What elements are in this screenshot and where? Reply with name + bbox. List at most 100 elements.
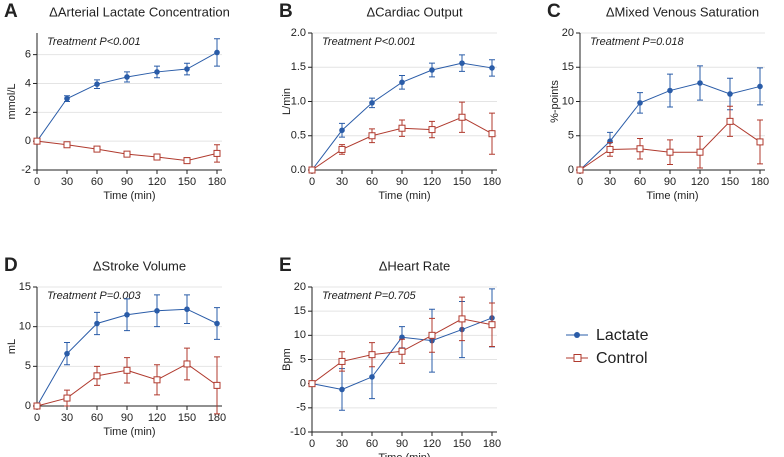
point — [123, 150, 131, 158]
x-axis-label: Time (min) — [646, 190, 698, 202]
point — [183, 157, 191, 165]
point — [458, 113, 466, 121]
point — [213, 381, 221, 389]
point — [339, 386, 345, 393]
y-axis-label: %-points — [549, 80, 561, 123]
panel-letter: B — [279, 1, 293, 22]
y-axis-label: mmol/L — [6, 83, 18, 119]
y-tick-label: 10 — [294, 329, 306, 341]
x-tick-label: 180 — [208, 412, 226, 424]
x-tick-label: 150 — [721, 176, 739, 188]
point — [399, 79, 405, 86]
x-tick-label: 0 — [34, 412, 40, 424]
x-tick-label: 30 — [336, 176, 348, 188]
point — [154, 308, 160, 314]
point — [94, 320, 100, 327]
legend-label: Lactate — [596, 327, 649, 344]
point — [368, 132, 376, 140]
y-tick-label: 5 — [568, 130, 574, 142]
y-axis-label: L/min — [281, 88, 293, 115]
x-tick-label: 0 — [309, 438, 315, 450]
x-tick-label: 60 — [366, 176, 378, 188]
point — [459, 60, 465, 66]
point — [637, 100, 643, 106]
y-tick-label: 15 — [294, 305, 306, 317]
annotation: Treatment P=0.003 — [47, 290, 142, 302]
point — [697, 80, 703, 86]
point — [214, 320, 220, 327]
point — [726, 117, 734, 125]
x-tick-label: 60 — [634, 176, 646, 188]
y-tick-label: 10 — [19, 321, 31, 333]
x-tick-label: 30 — [604, 176, 616, 188]
x-tick-label: 120 — [423, 438, 441, 450]
point — [339, 127, 345, 134]
y-tick-label: 2 — [25, 106, 31, 118]
annotation: Treatment P<0.001 — [322, 36, 416, 48]
point — [428, 126, 436, 134]
point — [184, 66, 190, 72]
x-tick-label: 90 — [396, 438, 408, 450]
point — [123, 366, 131, 374]
point — [428, 331, 436, 339]
point — [488, 321, 496, 329]
panel-letter: E — [279, 255, 292, 276]
x-tick-label: 0 — [577, 176, 583, 188]
x-tick-label: 60 — [91, 412, 103, 424]
legend-marker — [573, 354, 582, 362]
x-tick-label: 150 — [178, 412, 196, 424]
y-tick-label: 6 — [25, 49, 31, 61]
x-tick-label: 90 — [121, 412, 133, 424]
point — [33, 402, 41, 410]
point — [696, 148, 704, 156]
y-tick-label: 4 — [25, 77, 31, 89]
y-tick-label: -5 — [296, 402, 306, 414]
point — [666, 148, 674, 156]
point — [63, 141, 71, 149]
point — [429, 67, 435, 73]
annotation: Treatment P=0.705 — [322, 290, 417, 302]
x-tick-label: 0 — [34, 176, 40, 188]
x-tick-label: 0 — [309, 176, 315, 188]
point — [93, 145, 101, 153]
point — [368, 351, 376, 359]
x-tick-label: 90 — [664, 176, 676, 188]
x-axis-label: Time (min) — [378, 452, 430, 457]
series-line — [36, 52, 218, 142]
x-tick-label: 180 — [208, 176, 226, 188]
point — [183, 360, 191, 368]
point — [64, 95, 70, 102]
y-axis-label: mL — [6, 339, 18, 354]
y-tick-label: 15 — [562, 61, 574, 73]
point — [93, 372, 101, 380]
point — [153, 376, 161, 384]
panel-title: ΔMixed Venous Saturation — [606, 4, 759, 19]
legend-label: Control — [596, 350, 648, 367]
panel-title: ΔArterial Lactate Concentration — [49, 4, 230, 19]
y-tick-label: 1.0 — [291, 95, 306, 107]
point — [667, 87, 673, 94]
y-tick-label: 5 — [25, 360, 31, 372]
x-tick-label: 150 — [453, 438, 471, 450]
x-tick-label: 30 — [61, 412, 73, 424]
point — [338, 145, 346, 153]
point — [369, 374, 375, 380]
y-tick-label: 15 — [19, 281, 31, 293]
point — [338, 357, 346, 365]
x-tick-label: 60 — [91, 176, 103, 188]
x-tick-label: 120 — [148, 176, 166, 188]
x-tick-label: 120 — [148, 412, 166, 424]
point — [308, 380, 316, 388]
x-tick-label: 30 — [61, 176, 73, 188]
point — [63, 394, 71, 402]
y-tick-label: -2 — [21, 164, 31, 176]
panel: E ΔHeart Rate Treatment P=0.705 -10 -5 0 5 10 15… — [279, 255, 649, 457]
point — [756, 138, 764, 146]
point — [184, 306, 190, 313]
point — [154, 69, 160, 75]
x-axis-label: Time (min) — [103, 426, 155, 438]
panel-letter: D — [4, 255, 18, 276]
panel-letter: C — [547, 1, 561, 22]
y-tick-label: 0 — [300, 378, 306, 390]
